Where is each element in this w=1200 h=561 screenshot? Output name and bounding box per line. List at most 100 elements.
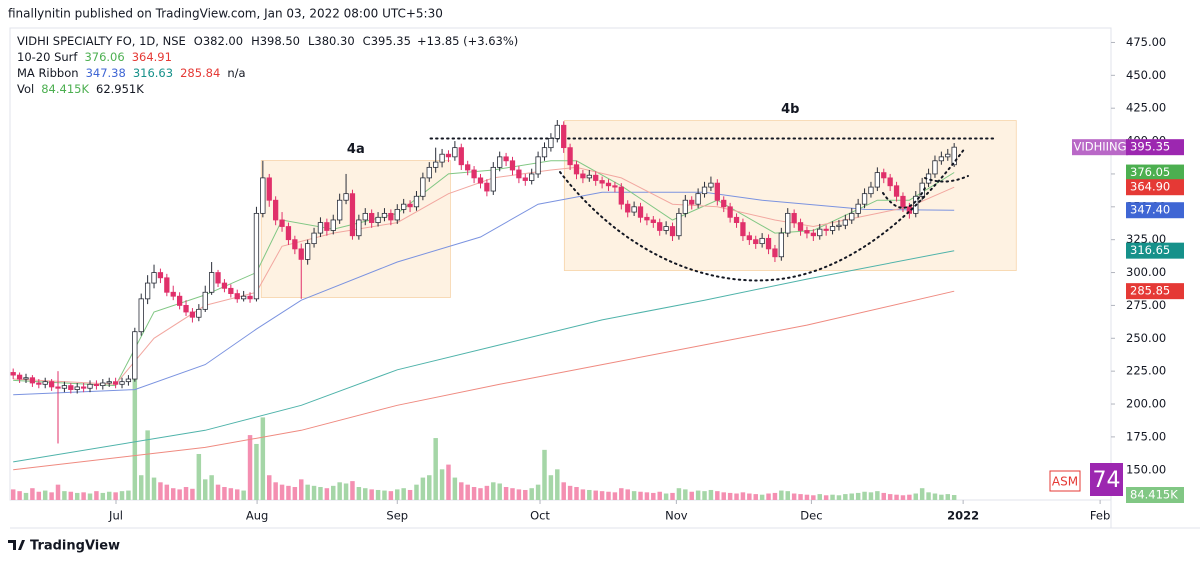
- candle-body: [689, 199, 695, 205]
- handle-curve: [924, 175, 969, 183]
- volume-bar: [10, 489, 16, 500]
- candle-body: [676, 212, 682, 237]
- legend-item: 382.00: [203, 34, 243, 48]
- candle-body: [253, 212, 260, 300]
- candle-body: [887, 177, 893, 187]
- volume-bar: [170, 488, 176, 500]
- x-tick-label: Feb: [1090, 509, 1110, 523]
- legend-item: 347.38: [86, 66, 126, 80]
- candle-body: [401, 203, 407, 210]
- candle-body: [292, 239, 298, 250]
- volume-bar: [516, 489, 522, 500]
- candle-body: [208, 272, 215, 293]
- price-badge-label: 285.85: [1130, 284, 1170, 298]
- candle-body: [503, 156, 509, 162]
- price-badge-label: 347.40: [1130, 203, 1170, 217]
- volume-bar: [535, 484, 541, 500]
- candle-body: [945, 153, 951, 158]
- legend-item: +13.85 (+3.63%): [417, 34, 518, 48]
- x-tick-label: Nov: [665, 509, 688, 523]
- candle-body: [881, 172, 887, 179]
- candle-body: [791, 212, 797, 223]
- indicator-line: [13, 290, 955, 471]
- candle-body: [765, 237, 772, 250]
- candle-body: [631, 206, 637, 213]
- box-label: 4b: [781, 102, 799, 117]
- candle-body: [381, 212, 388, 218]
- candle-body: [42, 381, 48, 385]
- indicator-line: [13, 250, 955, 463]
- volume-bar: [459, 482, 464, 500]
- candle-body: [266, 177, 272, 201]
- volume-bar: [81, 492, 86, 500]
- candle-body: [548, 138, 554, 149]
- legend-row: 10-20 Surf 376.06 364.91: [17, 50, 172, 64]
- volume-bar: [350, 481, 355, 500]
- volume-bar: [510, 488, 515, 500]
- candle-body: [836, 224, 842, 227]
- candle-body: [778, 232, 784, 258]
- volume-bar: [644, 492, 650, 500]
- volume-bar: [593, 490, 598, 500]
- axis-layer: 150.00 175.00 200.00 225.00 250.00 275.00 300.…: [108, 35, 1184, 523]
- pattern-box: [563, 120, 1017, 271]
- volume-bar: [945, 494, 951, 500]
- logo-icon: [8, 540, 25, 550]
- candle-body: [317, 222, 324, 234]
- volume-bar: [388, 491, 394, 500]
- candle-body: [29, 377, 36, 384]
- y-tick-label: 150.00: [1126, 462, 1166, 476]
- volume-bar: [727, 492, 733, 500]
- candle-body: [87, 383, 93, 389]
- candle-body: [900, 195, 906, 208]
- candle-body: [695, 193, 701, 205]
- candle-body: [625, 203, 631, 213]
- volume-bar: [119, 491, 125, 500]
- volume-bar: [798, 494, 803, 500]
- candle-body: [164, 277, 170, 293]
- volume-bar: [555, 469, 560, 500]
- price-badge: [1126, 179, 1184, 196]
- candle-body: [573, 164, 580, 175]
- candle-body: [541, 147, 548, 158]
- candles-layer: [10, 120, 957, 444]
- volume-bar: [811, 495, 816, 500]
- candle-body: [842, 219, 848, 226]
- candle-body: [452, 147, 458, 158]
- volume-bar: [375, 489, 381, 500]
- candle-body: [849, 212, 855, 221]
- rank-text: 74: [1093, 468, 1121, 493]
- volume-bar: [753, 494, 758, 500]
- symbol-badge-name: VIDHIING: [1073, 140, 1126, 154]
- candle-body: [349, 193, 356, 237]
- volume-bar: [209, 475, 214, 500]
- volume-bar: [292, 487, 298, 500]
- volume-bar: [612, 492, 618, 500]
- volume-bar: [689, 491, 694, 500]
- volume-bar: [260, 417, 266, 500]
- volume-bar: [324, 488, 330, 500]
- candle-body: [586, 174, 592, 179]
- legend-item: 364.91: [132, 50, 172, 64]
- volume-bar: [772, 492, 778, 500]
- candle-body: [388, 212, 394, 221]
- price-badge: [1126, 164, 1184, 181]
- candle-body: [682, 199, 688, 214]
- candle-body: [298, 248, 304, 260]
- volume-bar: [676, 488, 682, 500]
- volume-bar: [247, 435, 253, 500]
- volume-bar: [900, 495, 906, 500]
- volume-bar: [599, 491, 605, 500]
- candle-body: [426, 166, 432, 179]
- volume-bar: [542, 449, 547, 500]
- y-tick-label: 275.00: [1126, 298, 1166, 312]
- volume-bar: [126, 490, 131, 500]
- candle-body: [61, 385, 68, 389]
- candle-body: [55, 386, 61, 389]
- volume-bar: [715, 491, 720, 500]
- volume-bar: [695, 490, 701, 500]
- candle-body: [305, 243, 311, 260]
- volume-bar: [190, 488, 195, 500]
- volume-bar: [254, 443, 259, 500]
- volume-badge: [1126, 487, 1184, 503]
